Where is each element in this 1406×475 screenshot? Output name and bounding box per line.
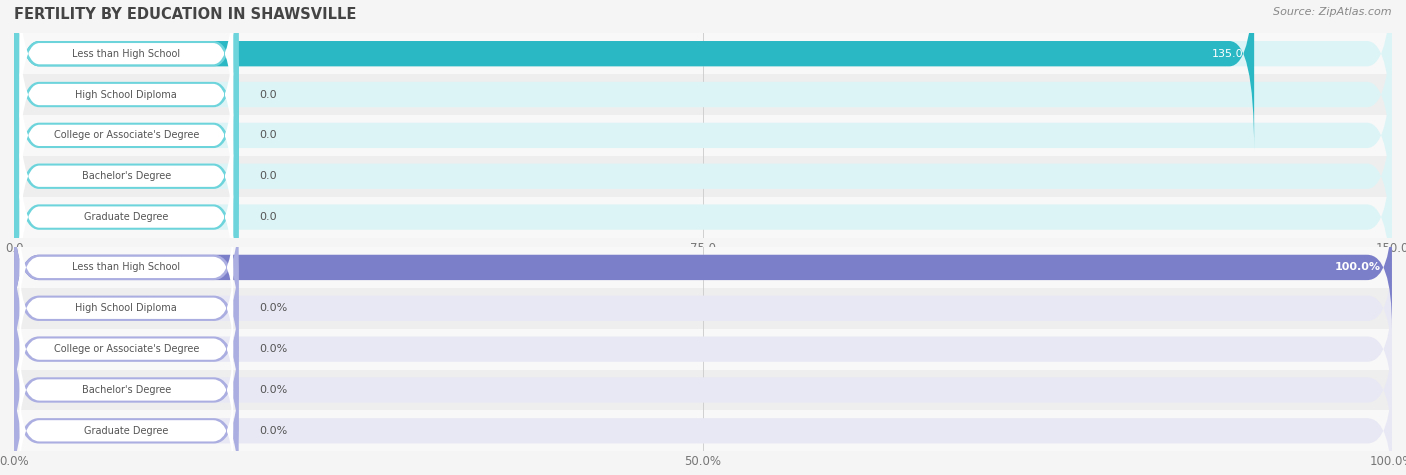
Text: College or Associate's Degree: College or Associate's Degree [53, 130, 200, 141]
Text: Graduate Degree: Graduate Degree [84, 426, 169, 436]
FancyBboxPatch shape [20, 219, 233, 315]
FancyBboxPatch shape [20, 99, 233, 254]
FancyBboxPatch shape [14, 78, 239, 274]
Bar [14, 410, 1392, 451]
Bar [14, 74, 1392, 115]
Text: 0.0%: 0.0% [259, 303, 288, 314]
Text: Graduate Degree: Graduate Degree [84, 212, 169, 222]
FancyBboxPatch shape [14, 329, 239, 451]
FancyBboxPatch shape [14, 207, 239, 328]
FancyBboxPatch shape [20, 0, 233, 131]
Text: High School Diploma: High School Diploma [76, 89, 177, 100]
Bar [14, 33, 1392, 74]
FancyBboxPatch shape [20, 17, 233, 172]
FancyBboxPatch shape [14, 119, 1392, 315]
FancyBboxPatch shape [14, 0, 1254, 152]
FancyBboxPatch shape [14, 288, 239, 410]
FancyBboxPatch shape [20, 342, 233, 438]
Text: 135.0: 135.0 [1212, 48, 1243, 59]
FancyBboxPatch shape [14, 38, 239, 233]
Text: 0.0%: 0.0% [259, 385, 288, 395]
FancyBboxPatch shape [14, 370, 1392, 475]
FancyBboxPatch shape [20, 260, 233, 356]
FancyBboxPatch shape [14, 119, 239, 315]
FancyBboxPatch shape [14, 288, 1392, 410]
Text: Bachelor's Degree: Bachelor's Degree [82, 171, 172, 181]
Text: High School Diploma: High School Diploma [76, 303, 177, 314]
Bar [14, 288, 1392, 329]
Text: Bachelor's Degree: Bachelor's Degree [82, 385, 172, 395]
FancyBboxPatch shape [14, 247, 239, 369]
FancyBboxPatch shape [14, 38, 1392, 233]
Bar [14, 156, 1392, 197]
Bar [14, 115, 1392, 156]
Text: College or Associate's Degree: College or Associate's Degree [53, 344, 200, 354]
FancyBboxPatch shape [14, 370, 239, 475]
FancyBboxPatch shape [14, 0, 1392, 152]
Bar [14, 370, 1392, 410]
Text: 0.0: 0.0 [259, 171, 277, 181]
Text: Less than High School: Less than High School [72, 48, 180, 59]
Text: 0.0%: 0.0% [259, 344, 288, 354]
Text: 100.0%: 100.0% [1334, 262, 1381, 273]
FancyBboxPatch shape [14, 0, 239, 192]
Bar [14, 197, 1392, 238]
Text: 0.0%: 0.0% [259, 426, 288, 436]
FancyBboxPatch shape [20, 301, 233, 397]
FancyBboxPatch shape [14, 329, 1392, 451]
FancyBboxPatch shape [14, 207, 1392, 328]
FancyBboxPatch shape [20, 383, 233, 475]
FancyBboxPatch shape [14, 247, 1392, 369]
Text: Source: ZipAtlas.com: Source: ZipAtlas.com [1274, 7, 1392, 17]
Text: 0.0: 0.0 [259, 89, 277, 100]
FancyBboxPatch shape [20, 58, 233, 213]
FancyBboxPatch shape [14, 0, 239, 152]
Bar [14, 247, 1392, 288]
Text: 0.0: 0.0 [259, 130, 277, 141]
Text: FERTILITY BY EDUCATION IN SHAWSVILLE: FERTILITY BY EDUCATION IN SHAWSVILLE [14, 7, 357, 22]
FancyBboxPatch shape [14, 0, 1392, 192]
Bar [14, 329, 1392, 370]
Text: 0.0: 0.0 [259, 212, 277, 222]
FancyBboxPatch shape [14, 207, 1392, 328]
FancyBboxPatch shape [14, 78, 1392, 274]
FancyBboxPatch shape [20, 140, 233, 294]
Text: Less than High School: Less than High School [72, 262, 180, 273]
